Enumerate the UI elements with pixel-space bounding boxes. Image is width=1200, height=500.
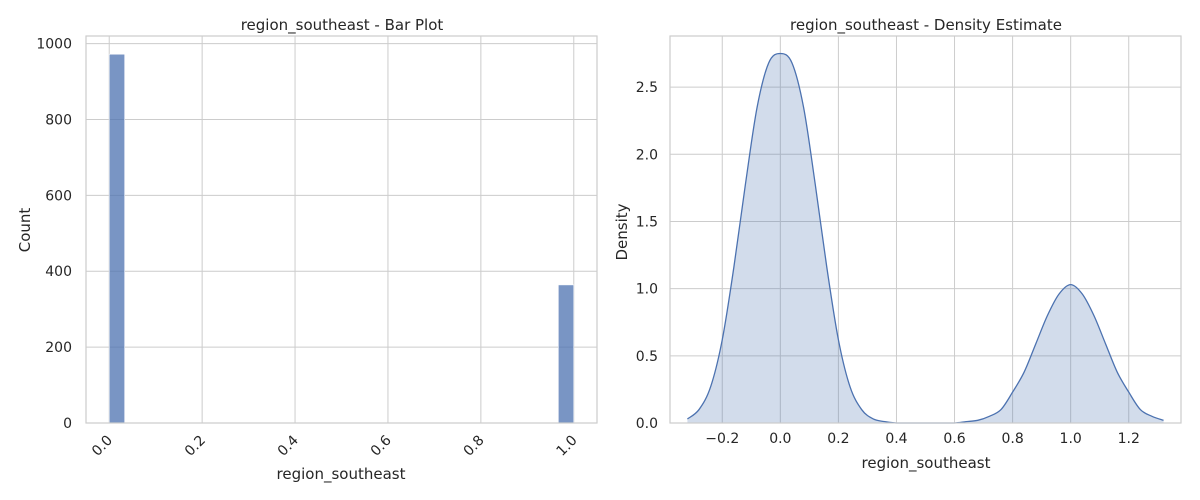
density-title: region_southeast - Density Estimate [790,16,1062,35]
density-x-tick-label: 0.8 [1001,431,1023,447]
density-x-tick-label: 1.2 [1118,431,1140,447]
density-y-tick-label: 1.0 [636,282,658,298]
bar-plot-x-label: region_southeast [277,465,406,484]
bar-plot-y-tick-label: 400 [45,264,72,280]
bar [558,284,575,424]
bar-plot-x-tick-label: 0.4 [275,432,302,459]
bar-plot-x-tick-label: 0.6 [368,432,395,459]
bar-plot-y-tick-label: 800 [45,112,72,128]
bar-plot-y-tick-label: 600 [45,188,72,204]
density-x-tick-label: 0.0 [769,431,791,447]
bar-plot-x-tick-label: 0.0 [89,433,116,460]
density-x-tick-label: −0.2 [705,431,739,447]
density-x-tick-label: 1.0 [1060,431,1082,447]
density-panel: region_southeast - Density Estimate −0.2… [613,16,1182,473]
density-y-label: Density [613,203,631,260]
density-y-tick-label: 0.5 [636,349,658,365]
bar-plot-x-ticks: 0.0 0.2 0.4 0.6 0.8 1.0 [89,432,581,459]
bar-plot-frame [85,35,598,424]
density-fill [687,53,1164,423]
density-y-tick-label: 2.0 [636,147,658,163]
bar-plot-panel: region_southeast - Bar Plot 0.0 0.2 0.4 0.6… [16,16,598,484]
bar-plot-grid [86,36,597,424]
density-x-ticks: −0.2 0.0 0.2 0.4 0.6 0.8 1.0 1.2 [705,431,1140,447]
density-x-tick-label: 0.6 [943,431,965,447]
bar-plot-bars [108,53,575,424]
bar-plot-y-tick-label: 200 [45,340,72,356]
bar-plot-x-tick-label: 0.2 [182,433,209,460]
bar-plot-x-tick-label: 1.0 [554,433,581,460]
density-y-tick-label: 0.0 [636,416,658,432]
density-y-tick-label: 1.5 [636,214,658,230]
density-y-ticks: 0.0 0.5 1.0 1.5 2.0 2.5 [636,80,658,432]
bar-plot-y-tick-label: 1000 [36,37,72,53]
density-x-tick-label: 0.4 [885,431,907,447]
density-x-label: region_southeast [862,454,991,473]
bar-plot-y-ticks: 0 200 400 600 800 1000 [36,37,72,432]
density-grid [670,36,1181,424]
bar-plot-y-tick-label: 0 [63,416,72,432]
density-y-tick-label: 2.5 [636,80,658,96]
density-frame [669,35,1182,424]
bar [108,53,125,424]
bar-plot-x-tick-label: 0.8 [461,433,488,460]
bar-plot-title: region_southeast - Bar Plot [241,16,444,35]
bar-plot-y-label: Count [16,208,34,253]
density-x-tick-label: 0.2 [827,431,849,447]
